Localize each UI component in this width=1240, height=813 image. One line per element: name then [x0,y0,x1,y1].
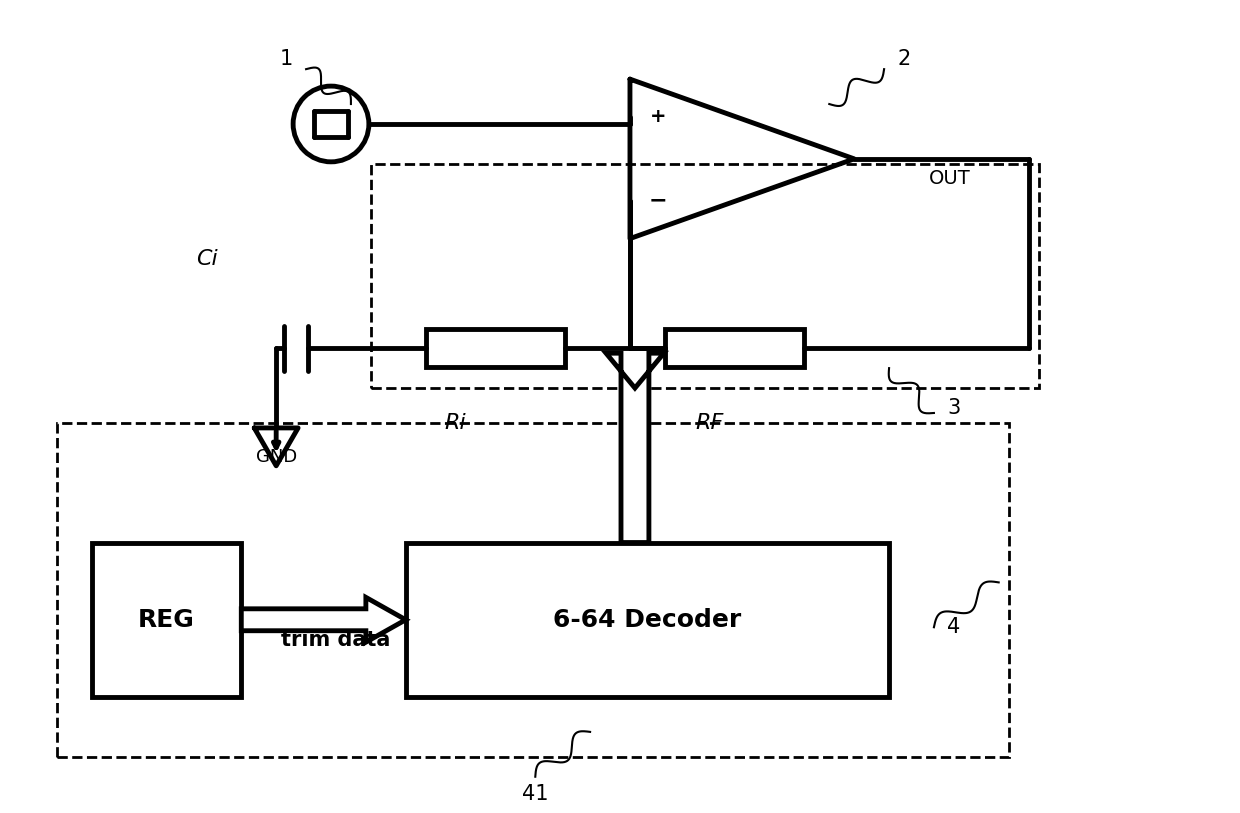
Text: Ci: Ci [196,249,217,268]
Text: trim data: trim data [281,630,391,650]
Bar [57,423,1008,757]
Text: 2: 2 [898,50,910,69]
FancyBboxPatch shape [425,329,565,367]
Text: GND: GND [255,448,296,466]
FancyBboxPatch shape [92,542,242,697]
FancyBboxPatch shape [665,329,805,367]
Polygon shape [606,353,663,542]
Text: 3: 3 [947,398,961,418]
Text: 4: 4 [947,617,961,637]
Text: 41: 41 [522,784,548,804]
Text: 1: 1 [279,50,293,69]
Polygon shape [242,598,405,642]
Text: REG: REG [138,608,195,632]
FancyBboxPatch shape [405,542,889,697]
Bar [371,164,1039,388]
Text: 6-64 Decoder: 6-64 Decoder [553,608,742,632]
Text: RF: RF [696,413,724,433]
Text: +: + [650,107,666,127]
Text: OUT: OUT [929,169,971,189]
Text: −: − [649,191,667,211]
Text: Ri: Ri [445,413,466,433]
